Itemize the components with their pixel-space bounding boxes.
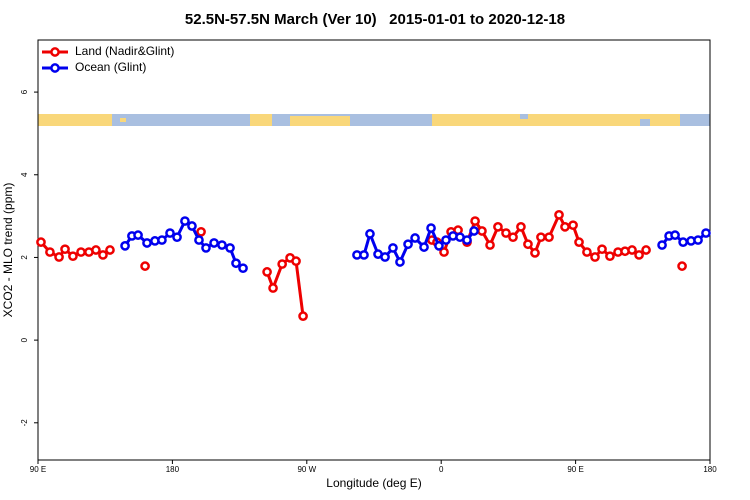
point [426,223,436,233]
legend-label: Land (Nadir&Glint) [75,44,174,58]
point [627,245,637,255]
point [365,229,375,239]
point [142,238,152,248]
point [395,257,405,267]
y-tick-label: 0 [20,337,29,342]
y-axis-label: XCO2 - MLO trend (ppm) [1,183,15,318]
point [238,263,248,274]
x-tick-label: 90 E [30,465,46,474]
point [231,258,241,269]
point [434,241,444,251]
point [380,252,390,262]
point [91,245,101,255]
point [670,230,680,240]
point [501,228,511,238]
y-tick-label: 2 [20,255,29,260]
point [560,222,570,232]
point [634,250,644,260]
legend-marker [50,47,60,57]
point [536,232,546,243]
point [120,241,130,251]
x-tick-label: 90 E [567,465,583,474]
point [105,245,115,255]
point [98,250,108,260]
point [388,243,398,253]
point [277,259,288,269]
point [268,283,278,293]
x-tick-label: 180 [703,465,717,474]
point [530,248,540,258]
legend-marker [50,63,60,73]
point [60,244,70,255]
point [194,235,204,245]
y-tick-label: 6 [20,89,29,94]
legend-label: Ocean (Glint) [75,60,146,74]
point [470,216,480,226]
point [36,237,46,247]
point [209,238,219,248]
point [485,240,495,250]
point [605,251,615,262]
point [419,242,429,252]
point [469,226,479,236]
point [68,251,78,262]
point [641,245,651,255]
point [693,235,703,245]
point [201,243,211,253]
point [590,252,600,262]
point [493,222,503,232]
point [410,233,420,243]
x-tick-label: 180 [166,465,180,474]
series-line [41,215,682,316]
point [439,247,449,257]
point [359,250,369,260]
point [574,237,584,247]
point [544,232,554,243]
x-axis-label: Longitude (deg E) [326,476,421,490]
plot-frame [37,39,711,461]
point [477,226,487,236]
point [597,244,607,255]
point [196,226,206,237]
map-strip [38,114,710,126]
point [54,252,64,262]
point [462,235,472,245]
point [291,256,301,267]
point [140,261,150,271]
y-tick-label: 4 [20,172,29,177]
point [657,240,667,250]
x-tick-label: 0 [439,465,444,474]
point [298,311,308,321]
point [678,237,688,247]
point [582,247,592,257]
point [180,216,190,226]
point [516,222,526,232]
point [508,232,518,243]
point [523,239,533,250]
point [262,267,272,277]
chart-title: 52.5N-57.5N March (Ver 10) 2015-01-01 to… [185,11,565,28]
point [568,220,578,231]
point [157,235,167,245]
point [403,239,413,250]
point [172,232,182,243]
point [187,221,197,231]
point [225,243,235,253]
point [217,240,227,250]
point [165,228,175,238]
point [76,247,86,257]
point [677,261,687,271]
point [701,228,711,238]
point [133,230,143,240]
point [441,235,451,245]
y-tick-label: -2 [20,419,29,427]
x-tick-label: 90 W [297,465,316,474]
point [554,210,564,220]
point [45,247,55,257]
